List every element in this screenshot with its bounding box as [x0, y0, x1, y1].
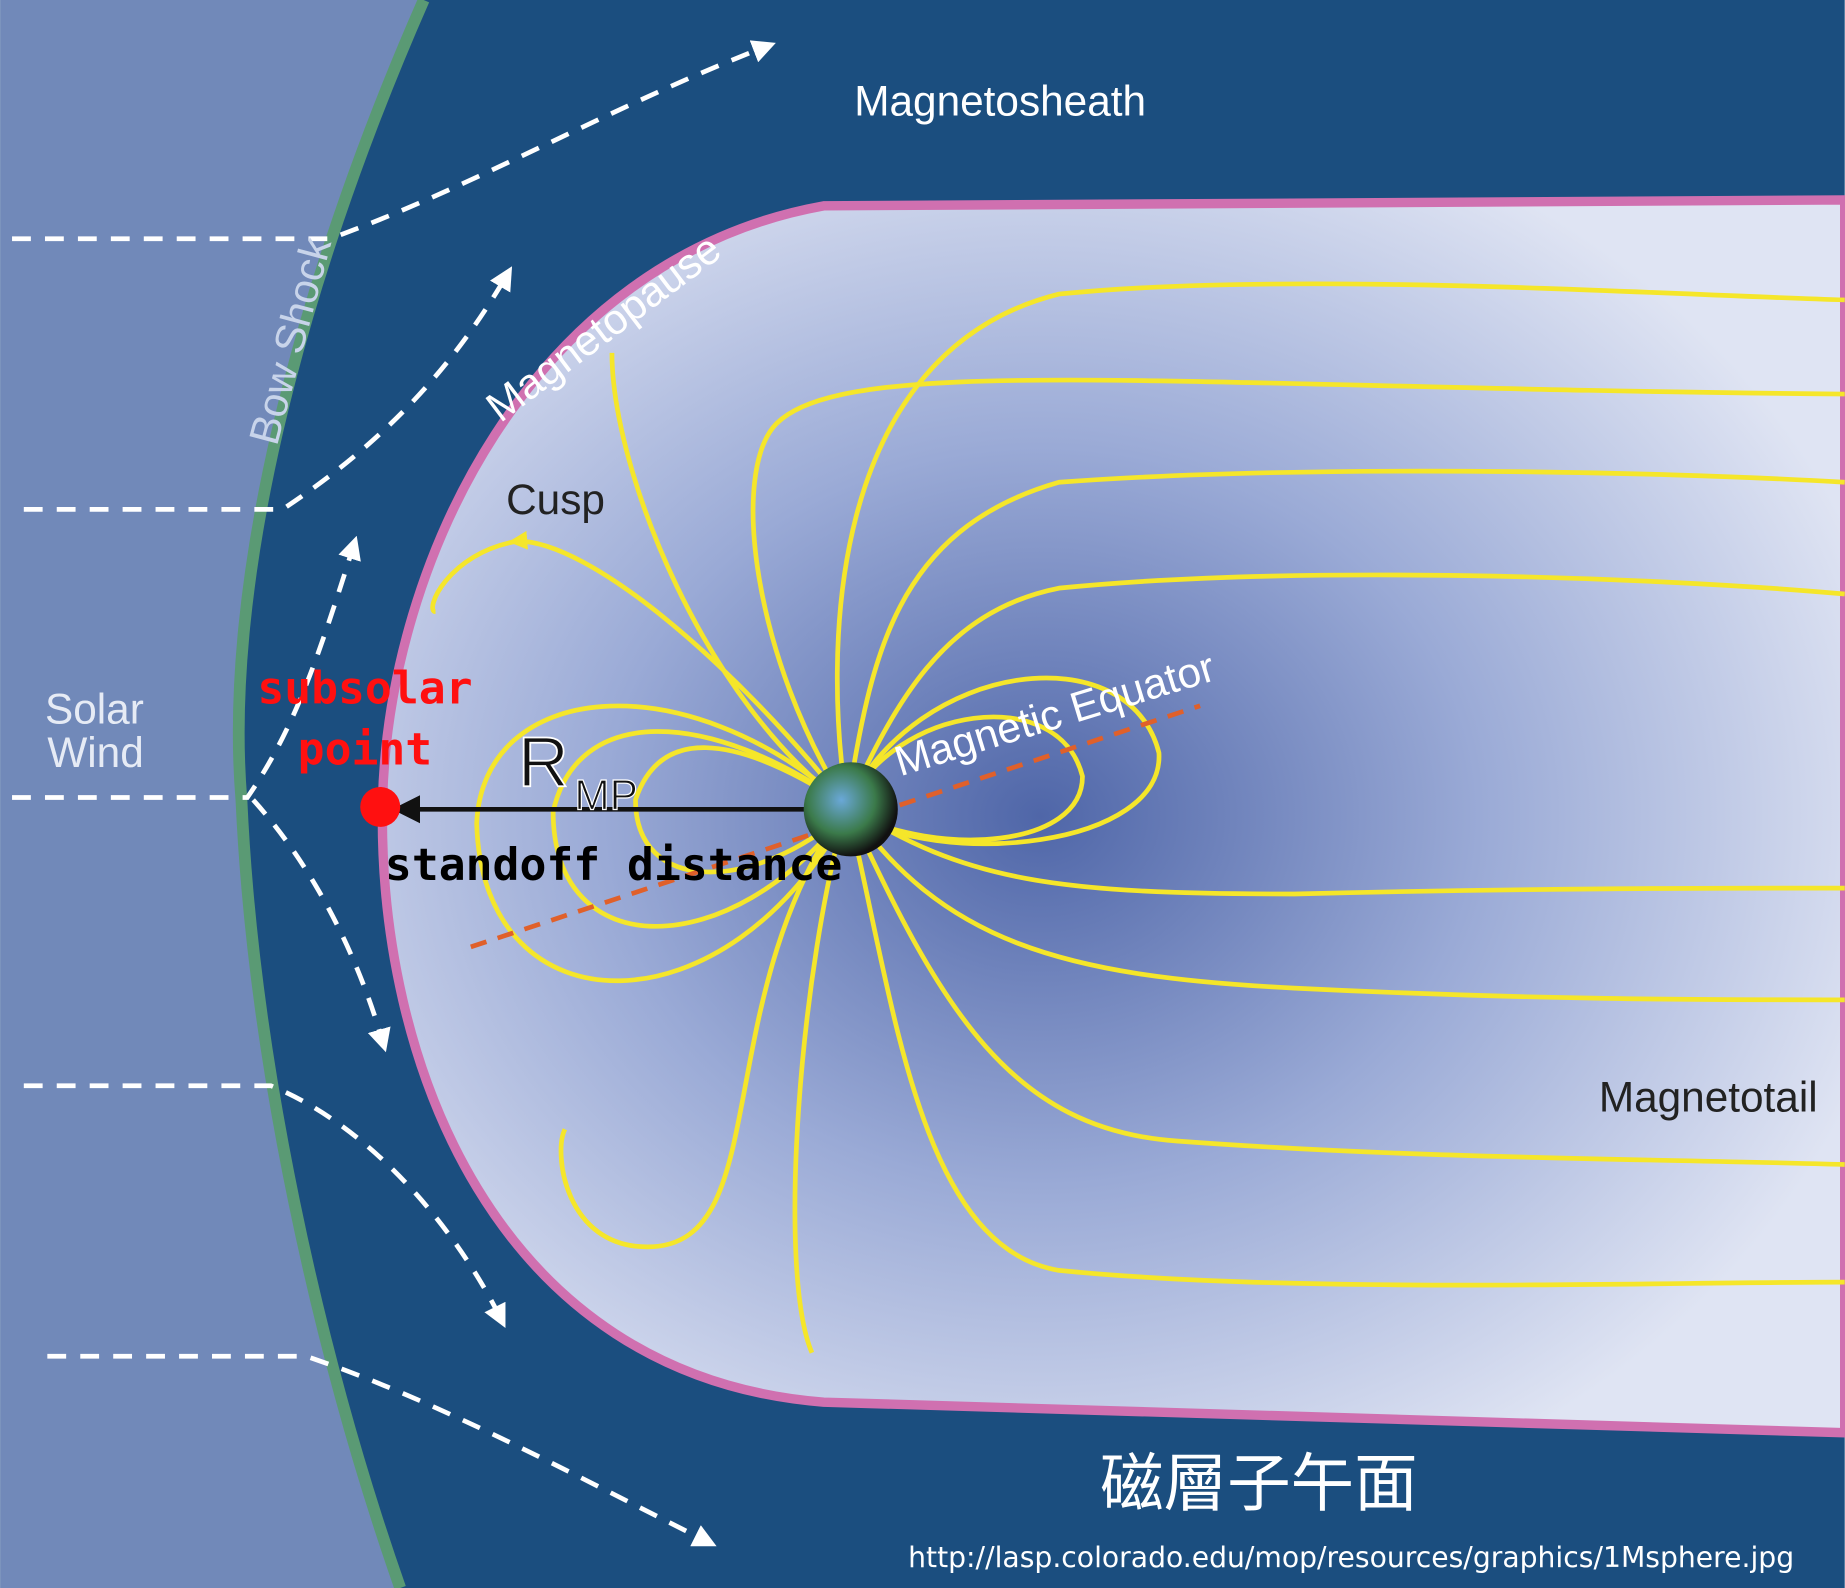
equator-line — [470, 703, 1201, 950]
rmp-label: R — [518, 722, 569, 801]
annotation: subsolar — [257, 662, 472, 714]
field-lines — [430, 281, 1845, 1354]
label: Cusp — [506, 476, 605, 523]
solar-wind-region — [0, 0, 424, 1588]
annotation: point — [298, 724, 433, 776]
caption-source: http://lasp.colorado.edu/mop/resources/g… — [908, 1541, 1794, 1574]
rmp-subscript: MP — [574, 771, 638, 818]
caption-title: 磁層子午面 — [1100, 1447, 1418, 1521]
label: Magnetotail — [1599, 1074, 1818, 1121]
earth — [803, 762, 898, 857]
annotation: standoff distance — [385, 839, 842, 891]
label: Solar — [45, 685, 144, 732]
bow-shock — [232, 0, 430, 1588]
label: Wind — [47, 729, 143, 776]
subsolar-dot — [360, 786, 401, 827]
flow-arrows — [12, 40, 776, 1547]
label: Magnetosheath — [854, 77, 1146, 124]
